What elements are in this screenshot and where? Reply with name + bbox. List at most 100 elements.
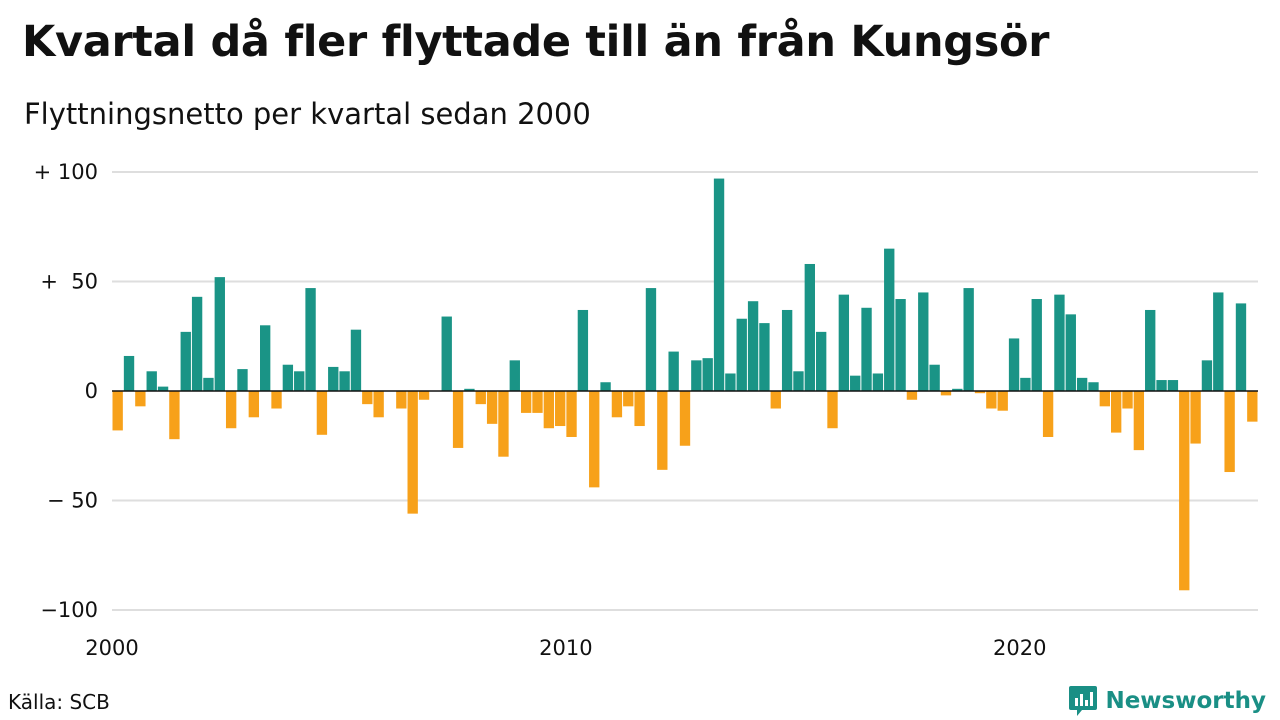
bar-2014-q3: [770, 391, 781, 409]
x-tick-label: 2020: [993, 636, 1046, 660]
bar-2000-q3: [135, 391, 146, 407]
bar-2020-q2: [1031, 299, 1042, 391]
bars: [112, 178, 1258, 591]
bar-2011-q2: [623, 391, 634, 407]
bar-2013-q2: [713, 178, 725, 391]
bar-2000-q2: [123, 355, 135, 391]
bar-2005-q1: [339, 371, 350, 391]
bar-2003-q3: [271, 391, 282, 409]
chart-title: Kvartal då fler flyttade till än från Ku…: [22, 17, 1050, 67]
bar-2011-q4: [645, 288, 657, 391]
bar-2014-q4: [781, 309, 793, 391]
bar-2021-q1: [1065, 314, 1076, 391]
bar-2016-q1: [838, 294, 850, 391]
brand-name: Newsworthy: [1105, 688, 1266, 714]
bar-2003-q1: [248, 391, 260, 418]
chart-subtitle: Flyttningsnetto per kvartal sedan 2000: [24, 97, 591, 131]
bar-2022-q3: [1133, 391, 1145, 451]
bar-2011-q1: [611, 391, 623, 418]
bar-2012-q2: [668, 351, 679, 391]
bar-2008-q1: [475, 391, 486, 405]
bar-2023-q3: [1179, 391, 1190, 591]
bar-2012-q4: [691, 360, 702, 391]
bar-2004-q4: [328, 366, 339, 391]
bar-2007-q4: [464, 388, 475, 391]
y-tick-label: − 50: [47, 489, 98, 513]
bar-2011-q3: [634, 391, 645, 427]
bar-2022-q4: [1145, 309, 1156, 391]
bar-2015-q1: [793, 371, 804, 391]
bar-2023-q2: [1167, 380, 1179, 391]
bar-2019-q1: [974, 391, 986, 394]
bar-2008-q3: [498, 391, 509, 457]
bar-2001-q2: [169, 391, 180, 440]
x-tick-label: 2010: [539, 636, 592, 660]
bar-2016-q2: [850, 375, 861, 391]
bar-2016-q4: [872, 373, 884, 391]
bar-2018-q4: [963, 288, 974, 391]
bar-2024-q3: [1224, 391, 1235, 473]
bar-2005-q3: [362, 391, 373, 405]
bar-2025-q1: [1247, 391, 1258, 422]
y-tick-label: + 50: [40, 270, 98, 294]
bar-2024-q1: [1201, 360, 1213, 391]
bar-2018-q2: [940, 391, 952, 396]
bar-2017-q1: [884, 248, 895, 391]
bar-2006-q3: [407, 391, 418, 514]
bar-2000-q1: [112, 391, 123, 431]
bar-2018-q1: [929, 364, 940, 391]
bar-2022-q1: [1111, 391, 1122, 433]
bar-2002-q1: [203, 377, 214, 391]
x-tick-label: 2000: [85, 636, 138, 660]
bar-2010-q2: [577, 309, 589, 391]
bar-2015-q3: [815, 331, 827, 391]
bar-2019-q4: [1008, 338, 1020, 391]
bar-2004-q2: [305, 288, 316, 391]
bar-2006-q4: [418, 391, 430, 400]
bar-2009-q4: [555, 391, 566, 427]
y-tick-label: 0: [85, 379, 98, 403]
bar-2017-q2: [895, 299, 906, 391]
bar-2020-q3: [1042, 391, 1054, 437]
bar-2014-q1: [747, 301, 759, 391]
bar-2002-q4: [237, 369, 248, 391]
bar-chart-speech-bubble-icon: [1069, 686, 1098, 716]
bar-2009-q3: [543, 391, 555, 429]
y-tick-label: −100: [40, 598, 98, 622]
bar-2004-q3: [316, 391, 328, 435]
bar-2007-q2: [441, 316, 452, 391]
bar-2024-q2: [1213, 292, 1224, 391]
bar-2001-q3: [180, 331, 191, 391]
bar-2012-q3: [679, 391, 691, 446]
bar-2009-q2: [532, 391, 543, 413]
bar-2021-q4: [1099, 391, 1110, 407]
bar-2022-q2: [1122, 391, 1133, 409]
bar-2009-q1: [520, 391, 532, 413]
bar-2008-q4: [509, 360, 520, 391]
bar-2023-q1: [1156, 380, 1167, 391]
x-axis-ticks: 2000 2010 2020: [85, 636, 1046, 660]
bar-2018-q3: [952, 388, 963, 391]
bar-2014-q2: [759, 323, 770, 391]
bar-2013-q1: [702, 358, 713, 391]
bar-2021-q2: [1076, 377, 1088, 391]
bar-2005-q2: [350, 329, 362, 391]
bar-2004-q1: [294, 371, 305, 391]
bar-2015-q2: [804, 263, 815, 391]
bar-2023-q4: [1190, 391, 1201, 444]
bar-2005-q4: [373, 391, 384, 418]
bar-2015-q4: [827, 391, 838, 429]
bar-2003-q2: [260, 325, 271, 391]
bar-2017-q4: [918, 292, 929, 391]
bar-2010-q4: [600, 382, 611, 391]
brand-logo: Newsworthy: [1068, 684, 1266, 718]
bar-2013-q3: [725, 373, 736, 391]
bar-2021-q3: [1088, 382, 1099, 391]
gridlines: [112, 171, 1258, 611]
bar-2013-q4: [736, 318, 747, 391]
bar-2010-q1: [566, 391, 577, 437]
bar-2019-q3: [997, 391, 1008, 411]
bar-2019-q2: [986, 391, 997, 409]
bar-2012-q1: [657, 391, 668, 470]
